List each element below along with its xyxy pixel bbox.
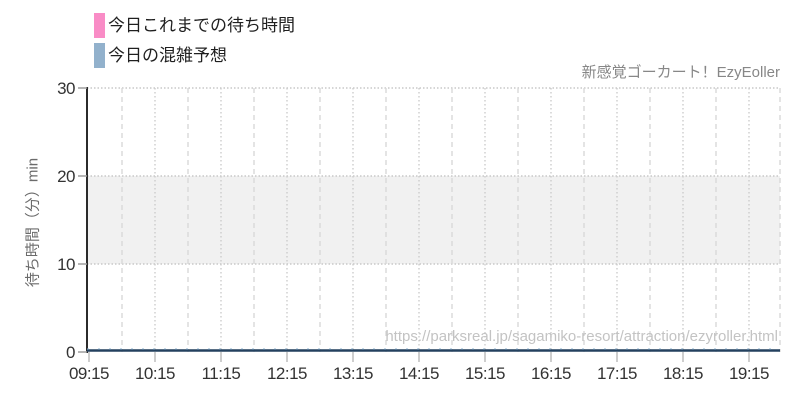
y-tick-label: 30 (57, 79, 75, 98)
legend-label-actual: 今日これまでの待ち時間 (108, 16, 295, 35)
legend-swatch-forecast-icon (94, 43, 105, 68)
legend-label-forecast: 今日の混雑予想 (108, 46, 227, 65)
x-tick-label: 09:15 (69, 364, 109, 383)
x-tick-label: 17:15 (597, 364, 637, 383)
plot-band (87, 176, 780, 264)
legend: 今日これまでの待ち時間 今日の混雑予想 (94, 13, 295, 68)
legend-item-actual: 今日これまでの待ち時間 (94, 13, 295, 38)
x-tick-label: 19:15 (729, 364, 769, 383)
x-tick-label: 10:15 (135, 364, 175, 383)
legend-item-forecast: 今日の混雑予想 (94, 43, 295, 68)
x-tick-label: 11:15 (202, 364, 241, 383)
x-tick-label: 15:15 (465, 364, 505, 383)
x-tick-label: 14:15 (399, 364, 439, 383)
y-tick-label: 10 (57, 255, 75, 274)
legend-swatch-actual-icon (94, 13, 105, 38)
x-tick-label: 16:15 (531, 364, 571, 383)
x-tick-label: 13:15 (333, 364, 373, 383)
watermark-url: https://parksreal.jp/sagamiko-resort/att… (385, 328, 778, 345)
x-tick-label: 18:15 (663, 364, 703, 383)
x-tick-label: 12:15 (267, 364, 307, 383)
attraction-subtitle: 新感覚ゴーカート！EzyEoller (581, 64, 780, 81)
y-tick-label: 20 (57, 167, 75, 186)
y-tick-label: 0 (66, 343, 75, 362)
